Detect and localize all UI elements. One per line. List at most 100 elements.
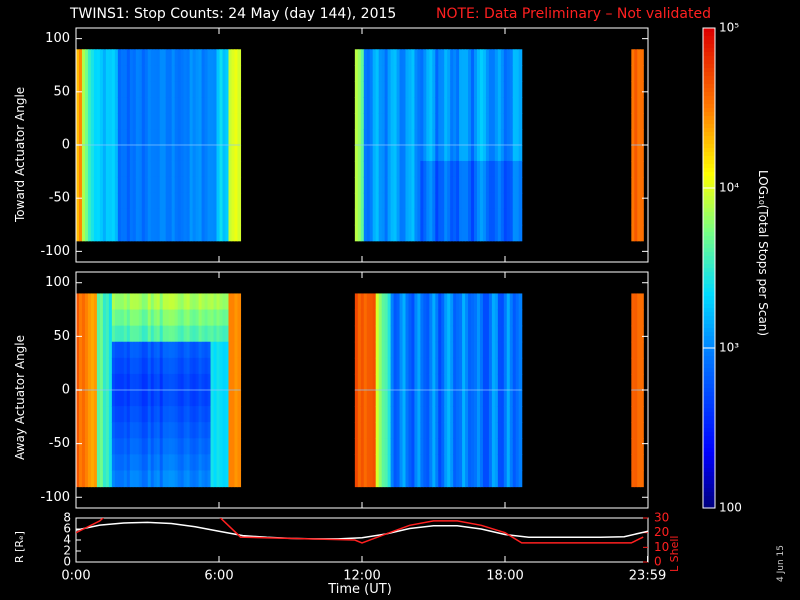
heatmap-cell: [225, 65, 230, 82]
heatmap-cell: [372, 145, 377, 162]
heatmap-cell: [93, 81, 98, 98]
heatmap-cell: [126, 160, 131, 178]
heatmap-cell: [144, 309, 149, 327]
heatmap-cell: [488, 145, 493, 162]
heatmap-cell: [81, 129, 86, 146]
heatmap-cell: [117, 129, 122, 146]
heatmap-cell: [105, 325, 110, 343]
heatmap-cell: [81, 293, 86, 311]
heatmap-cell: [393, 454, 398, 472]
heatmap-cell: [150, 224, 155, 242]
heatmap-cell: [432, 160, 436, 178]
heatmap-cell: [414, 406, 419, 423]
heatmap-cell: [381, 97, 386, 114]
heatmap-cell: [468, 145, 472, 162]
heatmap-cell: [637, 454, 641, 472]
colorbar-step: [703, 428, 715, 433]
colorbar-step: [703, 208, 715, 213]
heatmap-cell: [417, 406, 421, 423]
heatmap-cell: [354, 113, 359, 130]
colorbar-step: [703, 484, 715, 489]
heatmap-cell: [219, 192, 224, 210]
heatmap-cell: [494, 470, 499, 488]
y-tick-label: 50: [53, 329, 70, 344]
heatmap-cell: [234, 470, 239, 488]
heatmap-cell: [129, 390, 134, 407]
heatmap-cell: [93, 65, 98, 82]
heatmap-cell: [354, 373, 359, 391]
heatmap-cell: [144, 224, 149, 242]
heatmap-cell: [228, 65, 233, 82]
heatmap-cell: [237, 49, 242, 66]
heatmap-cell: [381, 65, 386, 82]
colorbar-step: [703, 376, 715, 381]
colorbar-step: [703, 244, 715, 249]
heatmap-cell: [450, 129, 454, 146]
heatmap-cell: [204, 470, 209, 488]
heatmap-cell: [369, 454, 374, 472]
right-y-tick-label: 0: [654, 555, 662, 569]
heatmap-cell: [515, 145, 520, 162]
heatmap-cell: [375, 293, 380, 311]
heatmap-cell: [147, 224, 152, 242]
heatmap-cell: [108, 357, 113, 375]
heatmap-cell: [117, 454, 122, 472]
heatmap-cell: [228, 357, 233, 375]
heatmap-cell: [378, 129, 383, 146]
heatmap-cell: [228, 325, 233, 343]
heatmap-cell: [447, 129, 451, 146]
heatmap-cell: [195, 390, 200, 407]
heatmap-cell: [432, 81, 436, 98]
heatmap-cell: [117, 81, 122, 98]
heatmap-cell: [222, 192, 227, 210]
heatmap-cell: [207, 373, 212, 391]
heatmap-cell: [360, 341, 365, 359]
heatmap-cell: [640, 422, 644, 439]
heatmap-cell: [634, 49, 638, 66]
heatmap-cell: [468, 224, 472, 242]
heatmap-cell: [156, 49, 161, 66]
heatmap-cell: [485, 160, 490, 178]
heatmap-cell: [195, 422, 200, 439]
heatmap-cell: [237, 422, 242, 439]
heatmap-cell: [494, 357, 499, 375]
heatmap-cell: [132, 325, 137, 343]
heatmap-cell: [228, 293, 233, 311]
heatmap-cell: [396, 422, 401, 439]
heatmap-cell: [198, 357, 203, 375]
heatmap-cell: [468, 160, 472, 178]
heatmap-cell: [438, 145, 442, 162]
heatmap-cell: [420, 81, 424, 98]
heatmap-cell: [435, 224, 439, 242]
heatmap-cell: [219, 325, 224, 343]
heatmap-cell: [141, 357, 146, 375]
heatmap-cell: [93, 113, 98, 130]
heatmap-cell: [417, 192, 421, 210]
heatmap-cell: [81, 341, 86, 359]
heatmap-cell: [456, 97, 460, 114]
heatmap-cell: [503, 81, 508, 98]
heatmap-cell: [195, 49, 200, 66]
heatmap-cell: [180, 438, 185, 455]
heatmap-cell: [411, 422, 416, 439]
heatmap-cell: [150, 113, 155, 130]
heatmap-cell: [165, 293, 170, 311]
heatmap-cell: [497, 390, 502, 407]
heatmap-cell: [384, 341, 389, 359]
heatmap-cell: [225, 373, 230, 391]
heatmap-cell: [360, 176, 365, 194]
heatmap-cell: [375, 129, 380, 146]
heatmap-cell: [369, 373, 374, 391]
heatmap-cell: [411, 129, 416, 146]
heatmap-cell: [432, 65, 436, 82]
heatmap-cell: [497, 293, 502, 311]
heatmap-cell: [474, 454, 478, 472]
heatmap-cell: [93, 390, 98, 407]
heatmap-cell: [201, 160, 206, 178]
heatmap-cell: [123, 390, 128, 407]
heatmap-cell: [192, 438, 197, 455]
lshell-line: [76, 518, 644, 544]
heatmap-cell: [141, 309, 146, 327]
heatmap-cell: [420, 422, 424, 439]
heatmap-cell: [459, 390, 463, 407]
